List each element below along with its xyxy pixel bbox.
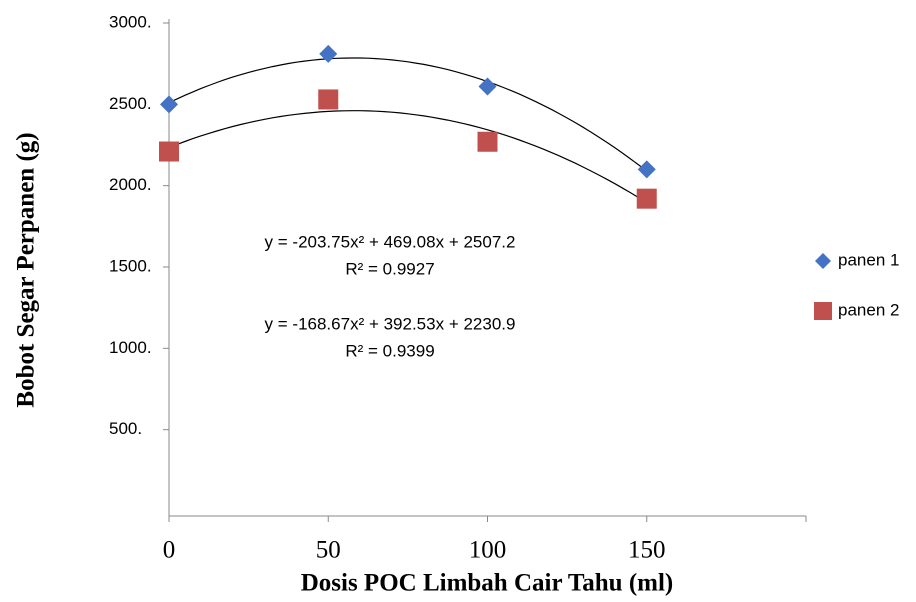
point <box>160 95 178 114</box>
y-tick-label: 2000. <box>109 175 152 194</box>
trendline-equation: R² = 0.9927 <box>345 259 434 278</box>
y-tick-label: 500. <box>109 419 142 438</box>
legend-marker <box>814 302 832 320</box>
y-axis-label: Bobot Segar Perpanen (g) <box>13 132 40 407</box>
x-tick-label: 0 <box>163 537 176 564</box>
x-tick-label: 50 <box>316 537 341 564</box>
legend-label: panen 1 <box>838 250 899 269</box>
trendline-equation: y = -203.75x² + 469.08x + 2507.2 <box>265 232 516 251</box>
point <box>478 77 497 96</box>
legend-label: panen 2 <box>838 300 899 319</box>
y-tick-label: 1500. <box>109 256 152 275</box>
point <box>477 131 498 152</box>
x-tick-label: 100 <box>469 537 507 564</box>
trendline-equation: y = -168.67x² + 392.53x + 2230.9 <box>265 314 516 333</box>
trendline-equation: R² = 0.9399 <box>345 341 434 360</box>
x-tick-label: 150 <box>628 537 666 564</box>
y-tick-label: 3000. <box>109 12 152 31</box>
point <box>636 188 657 209</box>
x-axis-label: Dosis POC Limbah Cair Tahu (ml) <box>301 570 674 597</box>
trendline <box>168 57 648 172</box>
trendline <box>168 110 648 204</box>
point <box>318 89 339 110</box>
point <box>637 160 656 179</box>
y-tick-label: 2500. <box>109 94 152 113</box>
point <box>159 141 179 162</box>
legend-marker <box>815 253 831 269</box>
y-tick-label: 1000. <box>109 338 152 357</box>
point <box>319 44 338 63</box>
